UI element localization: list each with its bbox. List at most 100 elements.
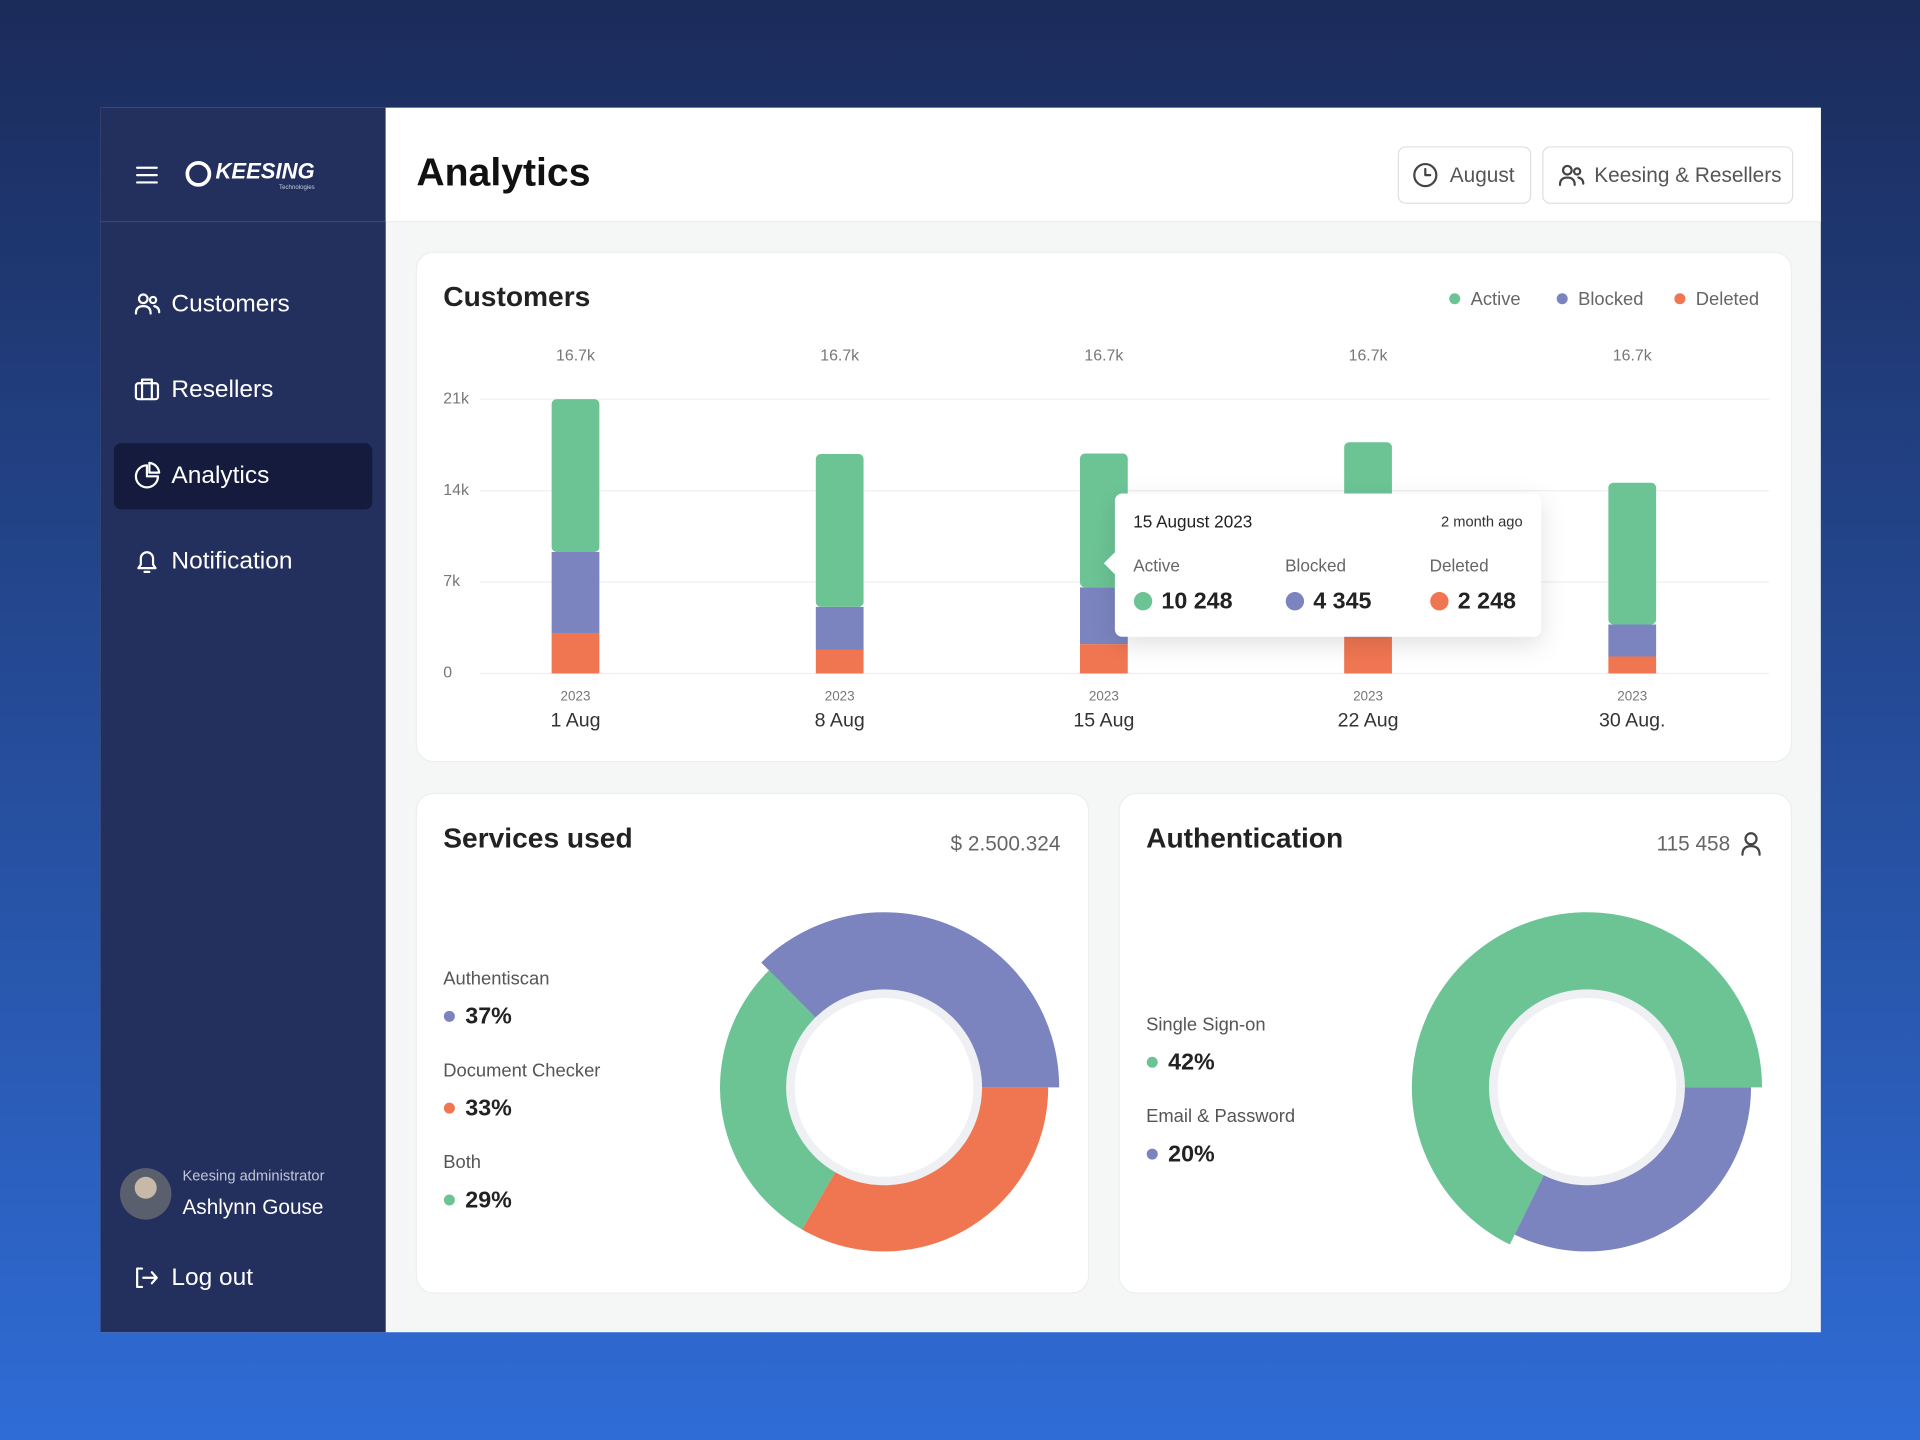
bar-segment	[1344, 636, 1392, 674]
bar-segment	[551, 632, 600, 674]
logo: KEESING	[216, 158, 315, 183]
nav-item[interactable]: Customers	[171, 290, 289, 317]
legend-label: Active	[1471, 288, 1521, 309]
bar-segment	[551, 552, 600, 633]
tooltip-date: 15 August 2023	[1133, 511, 1252, 531]
legend-value: 20%	[1168, 1140, 1215, 1166]
bar-segment	[815, 649, 864, 674]
x-tick-label: 1 Aug	[550, 709, 600, 731]
donut-hole	[794, 997, 974, 1177]
card-total: $ 2.500.324	[951, 832, 1061, 855]
total-label: 16.7k	[1084, 348, 1123, 365]
tooltip-ago: 2 month ago	[1441, 515, 1523, 531]
customers-icon	[134, 293, 161, 315]
bar-segment	[815, 454, 864, 607]
clock-icon	[1413, 162, 1438, 188]
total-label: 16.7k	[556, 348, 595, 365]
avatar-face	[134, 1176, 157, 1199]
tooltip-series: Deleted	[1430, 555, 1489, 575]
nav-item[interactable]: Resellers	[171, 376, 273, 403]
nav-item[interactable]: Notification	[171, 548, 292, 575]
logout-icon	[136, 1267, 158, 1289]
legend-dot	[1146, 1148, 1158, 1160]
tooltip-dot	[1285, 592, 1305, 611]
card-total: 115 458	[1657, 832, 1731, 855]
x-year-label: 2023	[1089, 688, 1119, 703]
x-year-label: 2023	[1617, 688, 1647, 703]
logout[interactable]: Log out	[171, 1264, 253, 1291]
legend-label: Deleted	[1696, 288, 1759, 309]
total-label: 16.7k	[1349, 348, 1388, 365]
user-name: Ashlynn Gouse	[182, 1196, 323, 1219]
notification-icon	[137, 551, 157, 573]
users-icon	[1558, 164, 1585, 186]
legend-dot	[1146, 1056, 1158, 1068]
legend-dot	[1674, 293, 1686, 305]
donut-slice	[1411, 912, 1763, 1245]
donut-hole	[1497, 997, 1677, 1177]
tooltip-value: 4 345	[1313, 588, 1371, 614]
card-title: Authentication	[1146, 822, 1343, 853]
legend-value: 33%	[465, 1095, 512, 1121]
legend-name: Authentiscan	[443, 967, 549, 988]
logo-mark	[185, 161, 212, 187]
x-tick-label: 30 Aug.	[1599, 709, 1665, 731]
legend-name: Email & Password	[1146, 1105, 1295, 1126]
y-tick-label: 14k	[443, 482, 469, 499]
tooltip-series: Active	[1133, 555, 1180, 575]
resellers-icon	[134, 378, 160, 401]
legend-label: Blocked	[1578, 288, 1643, 309]
y-tick-label: 21k	[443, 390, 469, 407]
user-role: Keesing administrator	[182, 1169, 324, 1185]
x-year-label: 2023	[825, 688, 855, 703]
x-year-label: 2023	[1353, 688, 1383, 703]
bar-segment	[1080, 644, 1128, 674]
analytics-icon	[134, 461, 161, 489]
x-year-label: 2023	[561, 688, 591, 703]
user-icon	[1741, 832, 1761, 856]
bar-segment	[551, 399, 600, 552]
x-tick-label: 15 Aug	[1073, 709, 1134, 731]
tooltip-pointer	[1103, 552, 1115, 575]
filter-button[interactable]	[1397, 146, 1532, 204]
charts: Customers Active Blocked Deleted 0 7k 14k 21k 16…	[443, 281, 1770, 1252]
tooltip-dot	[1430, 592, 1449, 611]
tooltip-series: Blocked	[1285, 555, 1346, 575]
tooltip-value: 2 248	[1458, 588, 1516, 614]
nav-active-bg	[113, 443, 373, 510]
legend-value: 29%	[465, 1186, 512, 1212]
x-tick-label: 22 Aug	[1338, 709, 1399, 731]
chart-title: Customers	[443, 281, 590, 312]
bar-segment	[1608, 624, 1657, 657]
filter-label: Keesing & Resellers	[1594, 164, 1781, 187]
x-tick-label: 8 Aug	[815, 709, 865, 731]
logo-sub: Technologies	[279, 184, 315, 191]
menu-icon[interactable]	[136, 166, 158, 184]
total-label: 16.7k	[820, 348, 859, 365]
nav-item[interactable]: Analytics	[171, 462, 269, 489]
filter-label: August	[1450, 164, 1515, 187]
y-tick-label: 0	[443, 665, 452, 682]
bar-segment	[815, 606, 864, 650]
legend-name: Document Checker	[443, 1059, 600, 1080]
legend-name: Both	[443, 1151, 481, 1172]
bar-segment	[1608, 482, 1657, 625]
total-label: 16.7k	[1613, 348, 1652, 365]
sidebar	[100, 107, 386, 1333]
tooltip-dot	[1133, 592, 1153, 611]
card-title: Services used	[443, 822, 632, 853]
tooltip-value: 10 248	[1161, 588, 1232, 614]
y-tick-label: 7k	[443, 573, 460, 590]
page-title: Analytics	[416, 151, 590, 194]
bar-segment	[1608, 656, 1657, 674]
legend-value: 37%	[465, 1003, 512, 1029]
legend-value: 42%	[1168, 1049, 1215, 1075]
legend-dot	[1556, 293, 1568, 305]
legend-dot	[443, 1194, 455, 1206]
filter-button[interactable]	[1542, 146, 1794, 204]
legend-dot	[443, 1102, 455, 1114]
legend-dot	[443, 1010, 455, 1022]
legend-dot	[1449, 293, 1461, 305]
